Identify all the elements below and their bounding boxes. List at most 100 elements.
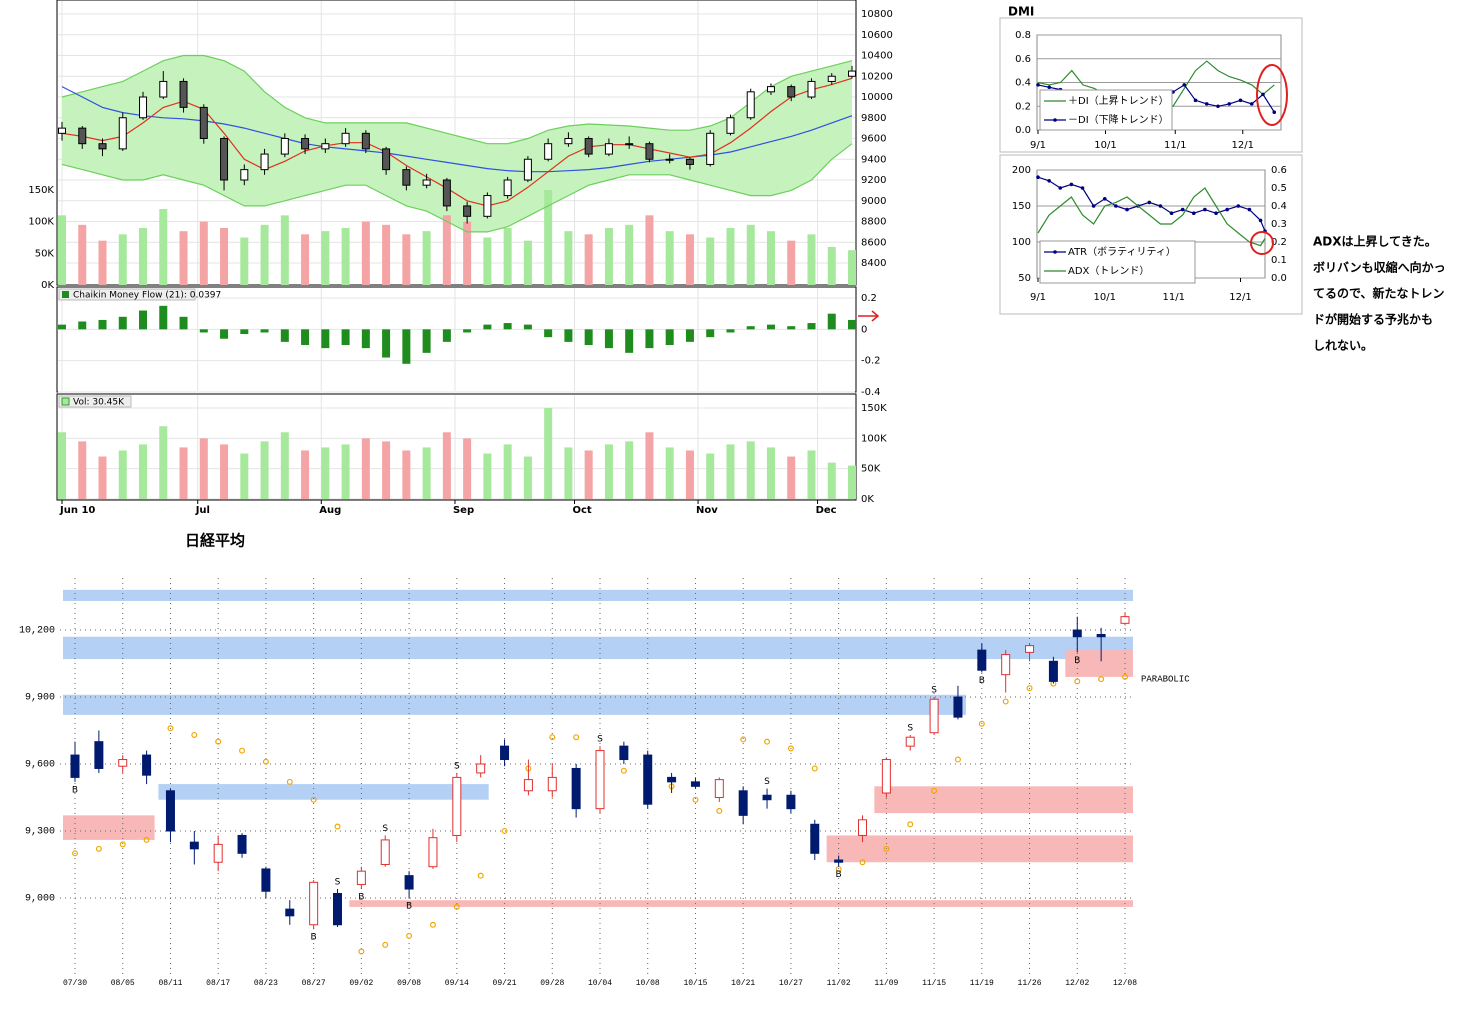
annotation-line: ADXは上昇してきた。 xyxy=(1313,234,1437,249)
y-tick-label: 9000 xyxy=(861,196,886,207)
volume-bar xyxy=(685,234,694,285)
series-marker xyxy=(1047,179,1051,183)
x-tick-label: 08/27 xyxy=(302,979,326,988)
y-tick-label: 10400 xyxy=(861,51,893,62)
vol-tick-label: 100K xyxy=(861,433,887,444)
cmf-bar xyxy=(706,329,715,338)
candle-body xyxy=(905,736,915,747)
y-tick-label: 8600 xyxy=(861,237,886,248)
series-marker xyxy=(1058,186,1063,190)
parabolic-label: PARABOLIC xyxy=(1141,674,1190,684)
y-tick-label: 10800 xyxy=(861,9,893,20)
parabolic-dot xyxy=(811,765,818,772)
candle-body xyxy=(929,698,939,734)
vol-bar xyxy=(827,462,836,499)
parabolic-dot xyxy=(978,720,985,727)
candle-body xyxy=(977,649,987,671)
volume-bar xyxy=(321,231,330,285)
parabolic-dot xyxy=(239,747,246,754)
candle-body xyxy=(953,696,963,718)
cmf-bar xyxy=(625,329,634,353)
cmf-bar xyxy=(544,329,553,338)
parabolic-dot xyxy=(406,932,413,939)
candle-body xyxy=(179,80,188,108)
candle-body xyxy=(667,776,677,783)
vol-panel xyxy=(56,393,857,501)
candle-body xyxy=(685,158,694,165)
series-marker xyxy=(1216,104,1220,109)
candle-body xyxy=(544,143,553,160)
candle-body xyxy=(139,96,148,119)
parabolic-dot xyxy=(453,903,460,910)
x-tick-label: 10/27 xyxy=(779,979,803,988)
x-tick-label: 08/11 xyxy=(158,979,182,988)
volume-tick-label: 50K xyxy=(35,248,55,259)
y-tick-label: 0.8 xyxy=(1015,30,1031,41)
parabolic-dot xyxy=(143,836,150,843)
bollinger-band xyxy=(62,55,852,232)
vol-bar xyxy=(361,438,370,499)
cmf-bar xyxy=(280,329,289,342)
series-marker xyxy=(1147,200,1152,205)
volume-bar xyxy=(848,250,856,285)
legend xyxy=(1039,240,1196,284)
series-marker xyxy=(1036,83,1040,87)
candle-body xyxy=(584,138,593,155)
zone xyxy=(349,900,1133,907)
signal-label: S xyxy=(454,761,460,771)
cmf-bar xyxy=(199,329,208,333)
volume-bar xyxy=(179,231,188,285)
signal-label: B xyxy=(1074,656,1080,666)
parabolic-dot xyxy=(334,823,341,830)
legend-marker xyxy=(1053,118,1057,122)
candle-body xyxy=(503,179,512,197)
volume-bar xyxy=(544,190,553,285)
vol-bar xyxy=(58,432,66,499)
candle-body xyxy=(523,779,533,792)
candle-body xyxy=(564,138,573,145)
candle-body xyxy=(483,195,492,217)
y2-tick-label: 0.5 xyxy=(1271,183,1287,194)
parabolic-dot xyxy=(262,758,269,765)
candle-body xyxy=(786,794,796,810)
x-tick-label: Oct xyxy=(572,505,591,516)
parabolic-dot xyxy=(883,845,890,852)
signal-label: S xyxy=(597,735,603,745)
candle-body xyxy=(706,132,715,165)
cmf-bar xyxy=(422,329,431,353)
candle-body xyxy=(309,881,319,926)
vol-bar xyxy=(685,450,694,499)
vol-bar xyxy=(584,450,593,499)
vol-swatch xyxy=(61,397,70,406)
zone xyxy=(63,636,1133,660)
x-tick-label: 9/1 xyxy=(1030,292,1046,303)
y-tick-label: 200 xyxy=(1012,165,1031,176)
cmf-bar xyxy=(240,329,249,335)
parabolic-dot xyxy=(71,850,78,857)
candle-body xyxy=(848,70,856,77)
candle-body xyxy=(237,834,247,854)
candle-body xyxy=(766,86,775,93)
candle-body xyxy=(810,823,820,854)
zone xyxy=(63,815,155,840)
parabolic-dot xyxy=(477,872,484,879)
candle-body xyxy=(645,143,654,160)
cmf-bar xyxy=(483,324,492,330)
vol-bar xyxy=(564,447,573,499)
candle-body xyxy=(159,80,168,98)
volume-bar xyxy=(98,240,107,285)
volume-bar xyxy=(240,237,249,285)
candle-body xyxy=(321,143,330,150)
y-tick-label: 0.0 xyxy=(1015,125,1031,136)
candle-body xyxy=(341,132,350,145)
candle-body xyxy=(726,117,735,134)
volume-bar xyxy=(280,215,289,285)
cmf-tick-label: 0.2 xyxy=(861,293,877,304)
vol-bar xyxy=(625,441,634,499)
y-tick-label: 9200 xyxy=(861,175,886,186)
volume-bar xyxy=(199,221,208,285)
vol-tick-label: 50K xyxy=(861,464,881,475)
volume-bar xyxy=(382,224,391,285)
